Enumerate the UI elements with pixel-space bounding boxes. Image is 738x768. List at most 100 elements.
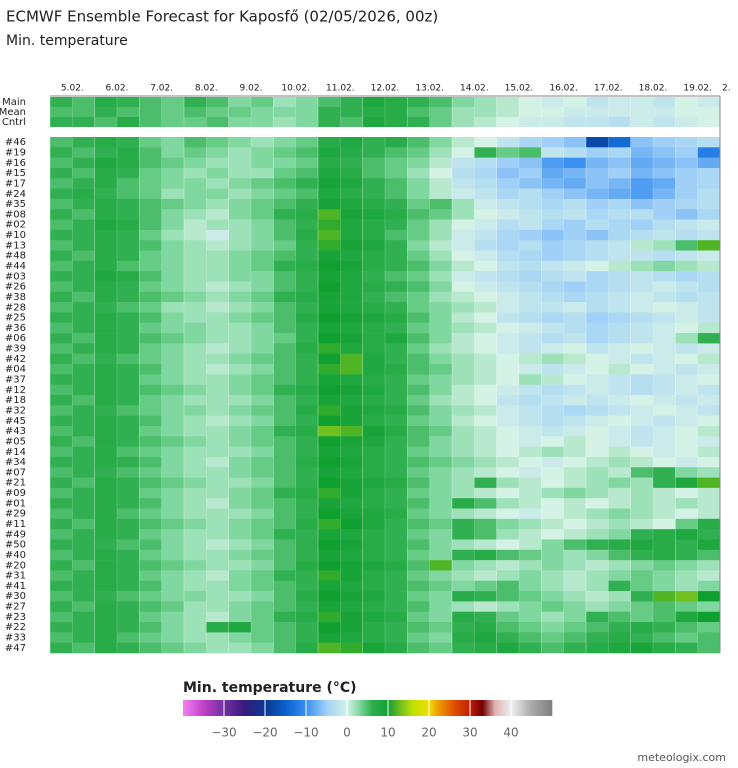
heat-cell xyxy=(139,374,162,385)
heat-cell xyxy=(697,580,721,592)
heat-cell xyxy=(206,611,229,623)
heat-cell xyxy=(519,560,542,571)
heat-cell xyxy=(295,117,319,128)
heat-cell xyxy=(653,456,676,468)
heat-cell xyxy=(72,250,95,262)
heat-cell xyxy=(541,622,564,633)
row-label: #24 xyxy=(5,189,26,200)
heat-cell xyxy=(72,260,95,272)
heat-cell xyxy=(251,456,274,468)
heat-cell xyxy=(161,487,185,499)
heat-cell xyxy=(50,147,73,158)
heat-cell xyxy=(340,178,363,189)
heat-cell xyxy=(608,436,631,447)
heat-cell xyxy=(675,209,698,220)
heat-cell xyxy=(675,518,698,530)
heat-cell xyxy=(385,498,408,509)
heat-cell xyxy=(295,291,319,303)
heat-cell xyxy=(273,260,296,272)
heat-cell xyxy=(429,622,453,633)
heat-cell xyxy=(653,487,676,499)
heat-cell xyxy=(452,570,475,582)
heat-cell xyxy=(474,117,497,128)
heat-cell xyxy=(362,601,386,613)
heat-cell xyxy=(496,415,520,427)
heat-cell xyxy=(563,374,587,385)
heat-cell xyxy=(273,188,296,200)
heat-cell xyxy=(295,601,319,613)
heat-cell xyxy=(407,364,430,375)
heat-cell xyxy=(675,240,698,251)
heat-cell xyxy=(452,312,475,324)
heat-cell xyxy=(50,549,73,561)
heat-cell xyxy=(630,395,654,406)
heat-cell xyxy=(273,384,296,396)
heat-cell xyxy=(72,384,95,396)
heat-cell xyxy=(94,137,118,148)
heat-cell xyxy=(251,302,274,313)
heat-cell xyxy=(675,549,698,561)
heat-cell xyxy=(273,229,296,241)
heat-cell xyxy=(608,642,631,654)
heat-cell xyxy=(697,333,721,344)
heat-cell xyxy=(586,364,609,375)
heat-cell xyxy=(675,580,698,592)
heat-cell xyxy=(563,291,587,303)
heat-cell xyxy=(496,374,520,385)
heat-cell xyxy=(452,405,475,416)
heat-cell xyxy=(608,271,631,282)
heat-cell xyxy=(474,312,497,324)
heat-cell xyxy=(251,446,274,458)
heat-cell xyxy=(94,97,118,108)
heat-cell xyxy=(94,198,118,210)
heat-cell xyxy=(496,498,520,509)
heat-cell xyxy=(385,467,408,478)
heat-cell xyxy=(407,353,430,365)
heat-cell xyxy=(318,209,341,220)
heat-cell xyxy=(563,219,587,231)
heat-cell xyxy=(362,591,386,602)
heat-cell xyxy=(385,518,408,530)
heat-cell xyxy=(429,97,453,108)
heat-cell xyxy=(385,260,408,272)
row-label: #15 xyxy=(5,168,26,179)
heat-cell xyxy=(362,147,386,158)
row-label: #19 xyxy=(5,147,26,158)
heat-cell xyxy=(474,405,497,416)
heat-cell xyxy=(385,322,408,334)
heat-cell xyxy=(340,312,363,324)
heat-cell xyxy=(586,107,609,118)
heat-cell xyxy=(228,137,252,148)
heat-cell xyxy=(675,343,698,355)
heat-cell xyxy=(653,477,676,489)
heat-cell xyxy=(161,281,185,293)
heat-cell xyxy=(295,147,319,158)
heat-cell xyxy=(385,198,408,210)
heat-cell xyxy=(385,271,408,282)
heat-cell xyxy=(474,291,497,303)
heat-cell xyxy=(318,601,341,613)
heat-cell xyxy=(697,425,721,437)
heat-cell xyxy=(697,137,721,148)
heat-cell xyxy=(50,271,73,282)
heat-cell xyxy=(318,477,341,489)
heat-cell xyxy=(340,97,363,108)
heat-cell xyxy=(206,117,229,128)
heat-cell xyxy=(608,260,631,272)
heat-cell xyxy=(295,395,319,406)
heat-cell xyxy=(273,364,296,375)
heat-cell xyxy=(452,240,475,251)
heat-cell xyxy=(362,281,386,293)
heat-cell xyxy=(139,591,162,602)
heat-cell xyxy=(519,405,542,416)
heat-cell xyxy=(318,405,341,416)
heat-cell xyxy=(653,281,676,293)
heat-cell xyxy=(474,529,497,540)
heat-cell xyxy=(295,97,319,108)
heat-cell xyxy=(563,167,587,179)
legend-tick-label: 0 xyxy=(343,726,351,740)
heat-cell xyxy=(161,549,185,561)
heat-cell xyxy=(362,364,386,375)
heat-cell xyxy=(630,632,654,643)
heat-cell xyxy=(541,157,564,169)
